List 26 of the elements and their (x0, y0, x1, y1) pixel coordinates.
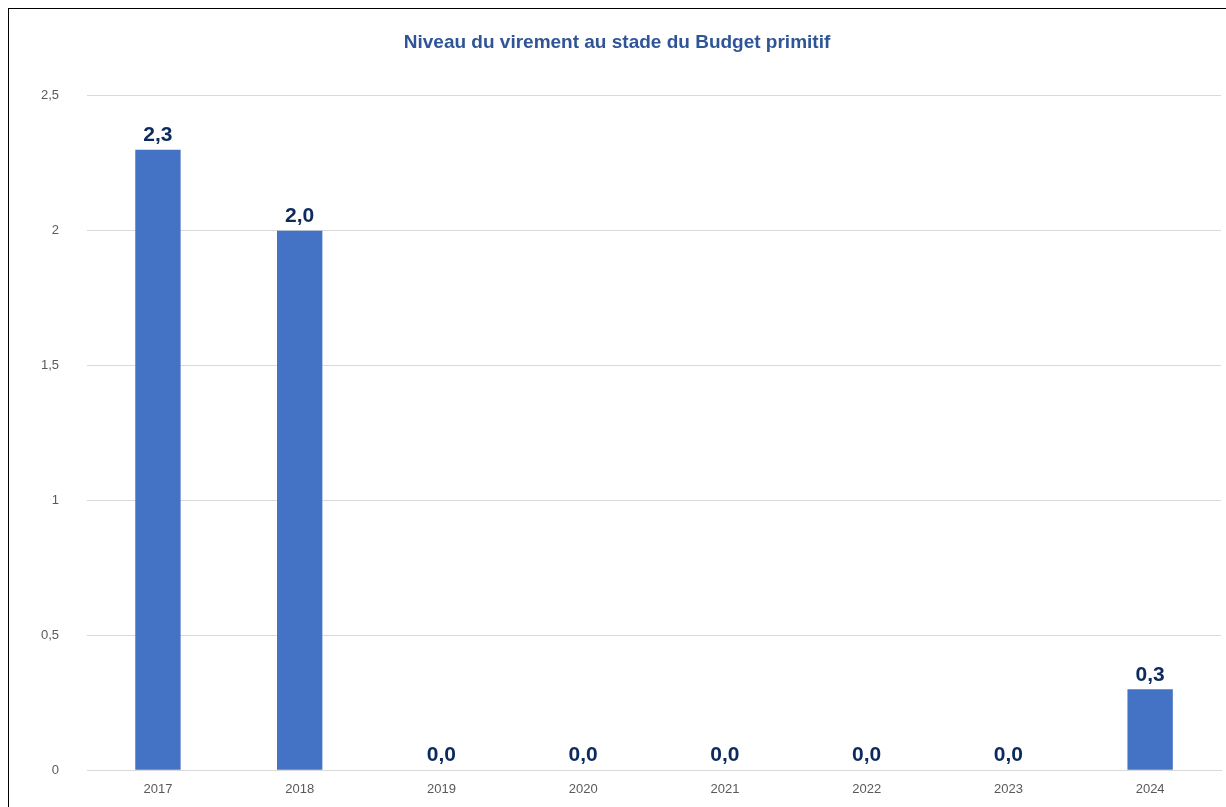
y-tick-label: 2 (51, 222, 60, 238)
bar (277, 230, 323, 770)
y-tick-label: 2,5 (40, 87, 60, 103)
x-tick-label: 2022 (852, 780, 882, 796)
data-label: 0,3 (1135, 661, 1165, 685)
data-label: 2,3 (143, 122, 173, 146)
data-label: 2,0 (285, 202, 315, 226)
x-tick-label: 2020 (568, 780, 598, 796)
x-tick-label: 2018 (285, 780, 315, 796)
x-tick-label: 2024 (1135, 780, 1165, 796)
x-tick-label: 2021 (710, 780, 740, 796)
y-tick-label: 0 (51, 761, 60, 777)
y-tick-label: 1 (51, 492, 60, 508)
x-tick-label: 2019 (426, 780, 456, 796)
data-label: 0,0 (852, 742, 882, 766)
bar (1127, 689, 1173, 770)
x-tick-label: 2023 (993, 780, 1023, 796)
y-tick-label: 0,5 (40, 626, 60, 642)
data-label: 0,0 (993, 742, 1023, 766)
bar (135, 149, 181, 770)
chart-title: Niveau du virement au stade du Budget primitif (403, 30, 831, 52)
y-tick-label: 1,5 (40, 357, 60, 373)
x-tick-label: 2017 (143, 780, 173, 796)
data-label: 0,0 (710, 742, 740, 766)
data-label: 0,0 (426, 742, 457, 766)
data-label: 0,0 (568, 742, 598, 766)
